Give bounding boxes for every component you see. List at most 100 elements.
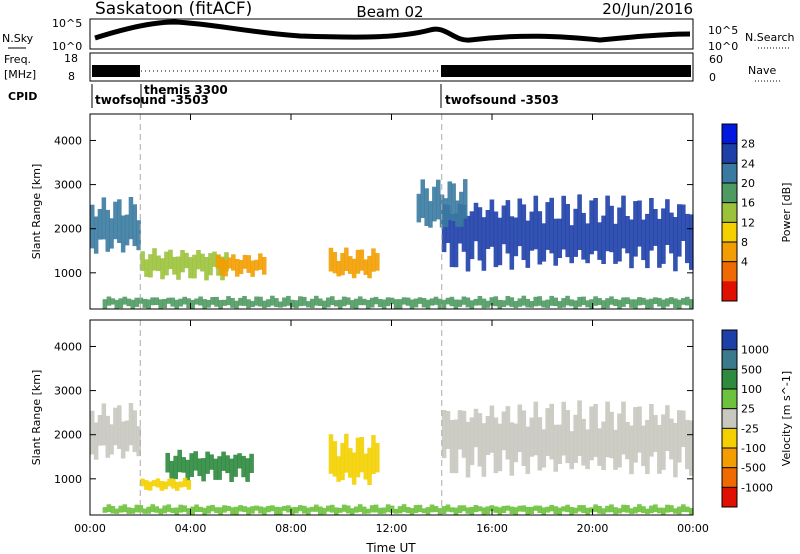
echo-cell [593,296,598,306]
echo-cell [629,219,634,269]
echo-cell [351,258,357,279]
echo-cell [573,414,578,463]
nsearch-label: N.Search [745,31,795,44]
echo-cell [349,508,355,515]
colorbar-swatch [722,124,737,145]
echo-cell [106,504,112,512]
echo-cell [282,297,287,307]
echo-cell [593,198,598,251]
echo-cell [557,301,562,308]
echo-cell [367,447,372,485]
echo-cell [357,296,363,306]
echo-cell [351,452,357,485]
echo-cell [585,300,590,308]
echo-cell [242,506,247,513]
echo-cell [214,507,219,514]
echo-cell [439,194,445,228]
echo-cell [227,257,232,269]
echo-cell [443,198,449,228]
echo-cell [336,456,341,482]
echo-cell [645,299,650,310]
echo-cell [513,507,519,515]
echo-cell [425,507,431,515]
echo-cell [525,298,530,308]
echo-cell [158,299,163,310]
echo-cell [429,298,435,306]
echo-cell [605,195,610,252]
echo-cell [617,207,622,262]
echo-cell [485,506,491,515]
echo-cell [151,480,157,487]
echo-cell [677,204,682,257]
echo-cell [597,222,602,260]
echo-cell [126,507,132,514]
echo-cell [521,410,527,466]
echo-cell [485,210,491,249]
echo-cell [421,298,427,308]
echo-cell [597,298,602,305]
y-tick-label: 2000 [54,223,82,236]
echo-cell [381,507,387,514]
echo-cell [649,298,654,309]
echo-cell [344,433,349,473]
echo-cell [593,504,598,512]
echo-cell [109,218,114,249]
echo-cell [601,300,606,309]
echo-cell [541,300,546,308]
y-axis-label: Slant Range [km] [30,164,43,260]
echo-cell [565,204,570,258]
echo-cell [178,298,183,307]
echo-cell [177,449,182,473]
echo-cell [102,299,108,309]
echo-cell [509,297,515,307]
echo-cell [461,204,467,252]
y-tick-label: 4000 [54,340,82,353]
echo-cell [549,295,554,306]
echo-cell [206,299,211,308]
echo-cell [513,301,519,309]
echo-cell [167,478,172,487]
echo-cell [337,299,343,309]
colorbar-tick-label: 1000 [741,344,769,357]
colorbar-tick-label: 100 [741,383,762,396]
colorbar-label: Velocity [m s^-1] [780,371,793,466]
echo-cell [617,413,622,468]
echo-cell [132,410,137,453]
echo-cell [136,426,141,457]
echo-cell [481,298,487,309]
echo-cell [561,195,566,250]
echo-cell [238,260,244,274]
nsky-tick-top: 10^5 [52,17,82,30]
echo-cell [225,455,230,474]
echo-cell [209,454,214,470]
y-tick-label: 3000 [54,385,82,398]
echo-cell [334,507,339,515]
echo-cell [241,455,246,478]
echo-cell [541,223,547,262]
y-tick-label: 3000 [54,179,82,192]
echo-cell [365,508,371,514]
colorbar-swatch [722,281,737,302]
echo-cell [132,204,137,247]
colorbar-swatch [722,369,737,390]
echo-cell [433,296,439,305]
beam-title: Beam 02 [356,3,423,21]
echo-cell [234,506,239,515]
echo-cell [521,295,527,306]
echo-cell [201,458,206,482]
cpid-row: CPID twofsound -3503 themis 3300 twofsou… [8,83,559,108]
echo-cell [665,298,670,307]
echo-cell [569,299,574,307]
echo-cell [164,251,169,276]
echo-cell [557,507,562,515]
echo-cell [254,505,259,511]
echo-cell [465,507,471,514]
echo-cell [113,407,118,446]
echo-cell [330,504,335,513]
power-echo-layer [90,179,694,310]
colorbar-swatch [722,222,737,243]
colorbar-swatch [722,163,737,184]
echo-cell [573,208,578,257]
echo-cell [175,481,180,491]
